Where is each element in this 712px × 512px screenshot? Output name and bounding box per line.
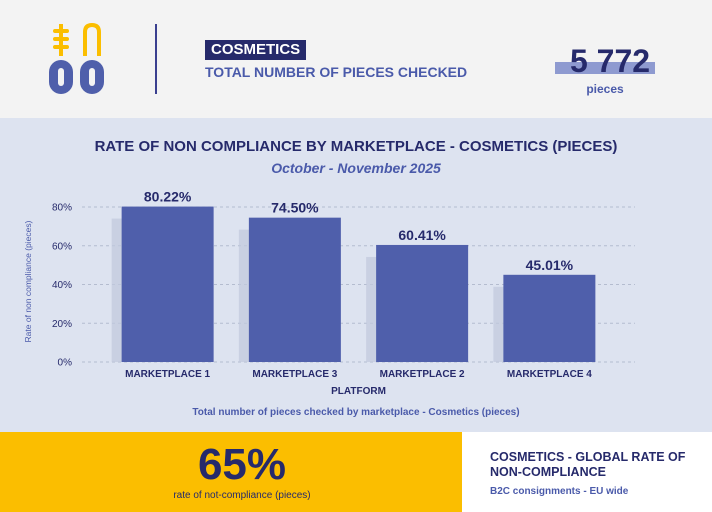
x-tick-label: MARKETPLACE 2 (380, 369, 465, 380)
data-label: 74.50% (271, 200, 319, 216)
global-rate-subtitle: B2C consignments - EU wide (490, 486, 629, 497)
bar (503, 274, 596, 362)
header: COSMETICS TOTAL NUMBER OF PIECES CHECKED… (0, 0, 712, 118)
y-tick-label: 80% (52, 203, 72, 214)
x-tick-label: MARKETPLACE 3 (252, 369, 337, 380)
bar (248, 217, 341, 362)
chart-title: RATE OF NON COMPLIANCE BY MARKETPLACE - … (94, 138, 618, 155)
y-axis-label: Rate of non compliance (pieces) (23, 220, 33, 342)
global-rate-title: COSMETICS - GLOBAL RATE OF NON-COMPLIANC… (490, 450, 686, 479)
total-pieces-value: 5 772 (569, 43, 651, 79)
data-label: 80.22% (144, 189, 192, 205)
header-subtitle: TOTAL NUMBER OF PIECES CHECKED (205, 64, 468, 80)
chart-panel: RATE OF NON COMPLIANCE BY MARKETPLACE - … (0, 118, 712, 432)
bar (121, 206, 214, 362)
x-tick-label: MARKETPLACE 1 (125, 369, 210, 380)
y-tick-label: 0% (58, 358, 73, 369)
data-label: 45.01% (526, 257, 574, 273)
lipstick-logo-icon (49, 22, 104, 94)
global-rate-info: COSMETICS - GLOBAL RATE OF NON-COMPLIANC… (462, 432, 712, 512)
x-tick-label: MARKETPLACE 4 (507, 369, 592, 380)
header-divider (155, 24, 157, 94)
x-axis-label: PLATFORM (331, 386, 386, 397)
y-tick-label: 60% (52, 241, 72, 252)
bar (376, 244, 469, 362)
total-pieces-unit: pieces (586, 82, 624, 96)
chart-subtitle: October - November 2025 (271, 160, 441, 176)
y-tick-label: 20% (52, 319, 72, 330)
data-label: 60.41% (398, 227, 446, 243)
chart-footer: Total number of pieces checked by market… (192, 407, 520, 418)
global-rate-card: 65% rate of not-compliance (pieces) (0, 432, 462, 512)
bar-chart: 0% 20% 40% 60% 80% Rate of non compliance (pi… (23, 189, 635, 397)
kpi-highlight (555, 62, 655, 74)
category-tag: COSMETICS (205, 40, 307, 60)
global-rate-caption: rate of not-compliance (pieces) (173, 490, 311, 501)
y-tick-label: 40% (52, 280, 72, 291)
global-rate-value: 65% (197, 440, 287, 489)
